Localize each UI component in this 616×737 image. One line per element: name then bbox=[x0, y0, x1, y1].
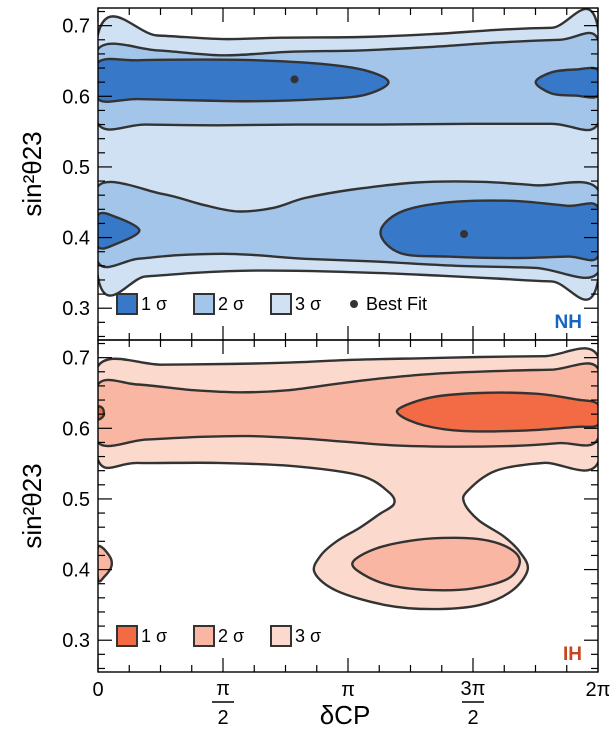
x-tick-label-0: 0 bbox=[92, 679, 103, 701]
nh-region-1-5 bbox=[379, 199, 598, 262]
x-tick-label-1-denominator: 2 bbox=[217, 707, 228, 729]
ih-legend-swatch-1 bbox=[193, 625, 215, 647]
nh-panel: 1 σ 2 σ 3 σ Best Fit NH 0.3 0.4 0.5 0.6 0.7 bbox=[62, 7, 599, 341]
nh-panel-label: NH bbox=[555, 312, 582, 333]
nh-legend-label-0: 1 σ bbox=[141, 294, 167, 314]
ih-legend-label-0: 1 σ bbox=[141, 626, 167, 646]
x-tick-label-4: 2π bbox=[586, 679, 611, 701]
ih-legend-label-1: 2 σ bbox=[218, 626, 244, 646]
nh-y-tick-label-0: 0.3 bbox=[62, 298, 90, 320]
ih-plot-frame bbox=[97, 339, 599, 673]
x-tick-label-1-numerator: π bbox=[216, 678, 230, 700]
nh-contour-regions bbox=[98, 8, 598, 301]
nh-y-tick-label-1: 0.4 bbox=[62, 228, 90, 250]
nh-legend-swatch-1 bbox=[193, 293, 215, 315]
nh-legend-label-2: 3 σ bbox=[295, 294, 321, 314]
ih-legend-swatch-2 bbox=[270, 625, 292, 647]
ih-region-1-5 bbox=[98, 405, 106, 421]
ih-y-tick-label-3: 0.6 bbox=[62, 418, 90, 440]
nh-legend-label-best-fit: Best Fit bbox=[366, 294, 427, 314]
ih-legend: 1 σ 2 σ 3 σ bbox=[116, 625, 321, 647]
nh-legend-swatch-0 bbox=[116, 293, 138, 315]
nh-best-fit-point-0 bbox=[290, 75, 299, 84]
ih-y-axis-title: sin²θ23 bbox=[17, 463, 47, 548]
y-axis-titles: sin²θ23 sin²θ23 bbox=[17, 131, 47, 548]
ih-panel: 1 σ 2 σ 3 σ IH 0.3 0.4 0.5 0.6 0.7 bbox=[62, 339, 599, 673]
nh-region-1-3 bbox=[98, 57, 390, 103]
nh-best-fit-point-1 bbox=[460, 230, 469, 239]
x-tick-label-3-denominator: 2 bbox=[467, 707, 478, 729]
ih-legend-swatch-0 bbox=[116, 625, 138, 647]
ih-region-2-3 bbox=[98, 544, 113, 583]
nh-legend: 1 σ 2 σ 3 σ Best Fit bbox=[116, 293, 427, 315]
ih-legend-label-2: 3 σ bbox=[295, 626, 321, 646]
ih-y-tick-label-0: 0.3 bbox=[62, 630, 90, 652]
x-tick-label-1: π2 bbox=[212, 678, 234, 729]
ih-region-2-2 bbox=[351, 536, 522, 592]
x-tick-label-2: π bbox=[341, 679, 355, 701]
nh-y-tick-label-4: 0.7 bbox=[62, 16, 90, 38]
nh-legend-swatch-2 bbox=[270, 293, 292, 315]
ih-y-tick-label-2: 0.5 bbox=[62, 489, 90, 511]
nh-y-tick-label-2: 0.5 bbox=[62, 157, 90, 179]
x-tick-label-3: 3π2 bbox=[461, 678, 486, 729]
x-tick-label-3-numerator: 3π bbox=[461, 678, 486, 700]
ih-region-1-4 bbox=[395, 391, 598, 433]
ih-y-tick-label-4: 0.7 bbox=[62, 348, 90, 370]
nh-y-axis-title: sin²θ23 bbox=[17, 131, 47, 216]
ih-contour-regions bbox=[98, 347, 598, 611]
ih-panel-label: IH bbox=[563, 644, 582, 665]
nh-legend-best-fit-marker bbox=[350, 300, 358, 308]
nh-y-tick-label-3: 0.6 bbox=[62, 86, 90, 108]
x-axis-title: δCP bbox=[320, 700, 371, 730]
ih-y-tick-label-1: 0.4 bbox=[62, 560, 90, 582]
nh-legend-label-1: 2 σ bbox=[218, 294, 244, 314]
nh-best-fit-markers bbox=[290, 75, 469, 239]
nh-region-1-6 bbox=[98, 211, 141, 250]
x-axis-title: δCP bbox=[320, 700, 371, 730]
